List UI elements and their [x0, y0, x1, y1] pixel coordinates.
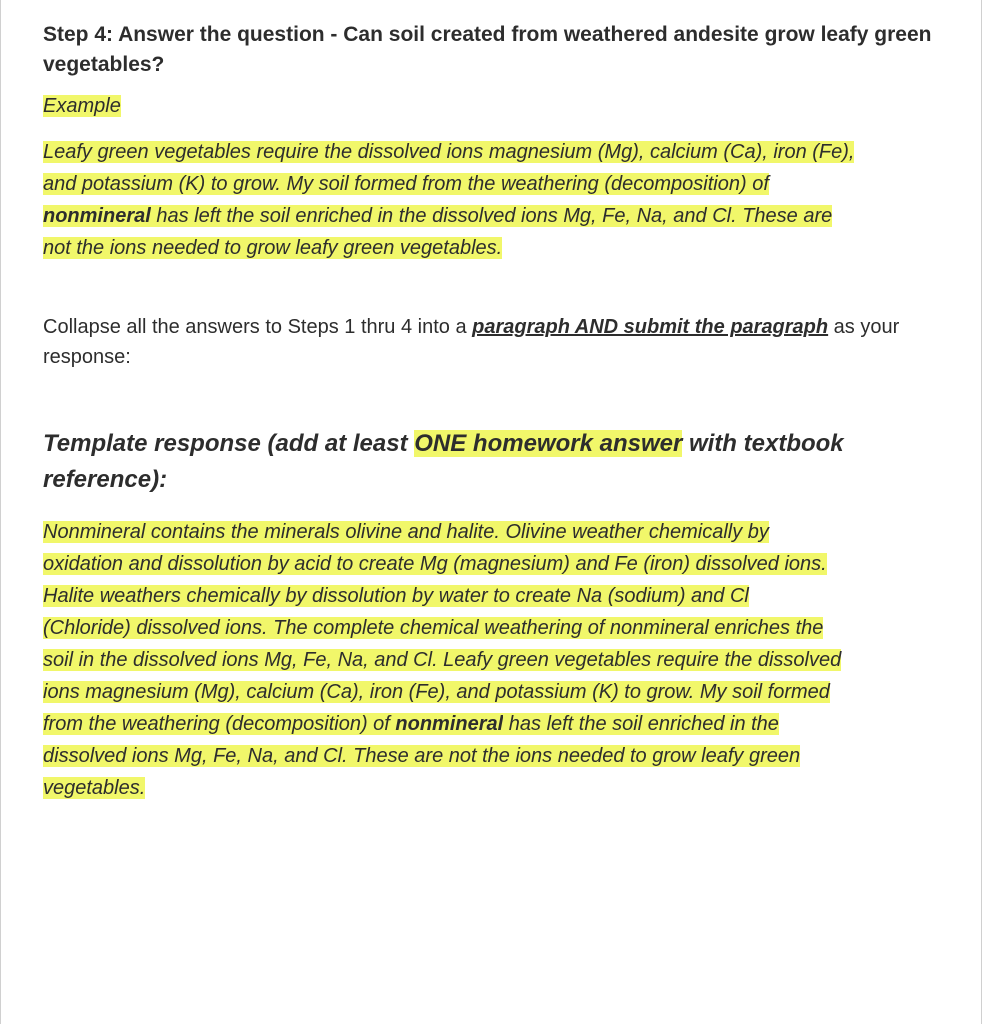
- template-line1: Nonmineral contains the minerals olivine…: [43, 521, 769, 543]
- template-line6: ions magnesium (Mg), calcium (Ca), iron …: [43, 681, 830, 703]
- template-heading: Template response (add at least ONE home…: [43, 426, 939, 498]
- template-line7a: from the weathering (decomposition) of: [43, 713, 395, 735]
- template-line9: vegetables.: [43, 777, 145, 799]
- example-line1: Leafy green vegetables require the disso…: [43, 141, 854, 163]
- example-label: Example: [43, 95, 939, 118]
- example-line3-bold: nonmineral: [43, 205, 151, 227]
- template-heading-pre: Template response (add at least: [43, 430, 414, 457]
- collapse-emph: paragraph AND submit the paragraph: [472, 316, 828, 338]
- template-line4: (Chloride) dissolved ions. The complete …: [43, 617, 823, 639]
- template-line8: dissolved ions Mg, Fe, Na, and Cl. These…: [43, 745, 800, 767]
- example-line2: and potassium (K) to grow. My soil forme…: [43, 173, 769, 195]
- example-label-text: Example: [43, 95, 121, 117]
- step4-heading-prefix: Step 4: Answer the question -: [43, 23, 343, 46]
- step4-heading: Step 4: Answer the question - Can soil c…: [43, 20, 939, 81]
- example-line3-rest: has left the soil enriched in the dissol…: [151, 205, 832, 227]
- template-line7-bold: nonmineral: [395, 713, 503, 735]
- example-paragraph: Leafy green vegetables require the disso…: [43, 136, 939, 264]
- template-heading-highlight: ONE homework answer: [414, 430, 682, 457]
- collapse-pre: Collapse all the answers to Steps 1 thru…: [43, 316, 472, 338]
- template-line2: oxidation and dissolution by acid to cre…: [43, 553, 827, 575]
- template-line7b: has left the soil enriched in the: [503, 713, 779, 735]
- collapse-instruction: Collapse all the answers to Steps 1 thru…: [43, 312, 939, 372]
- template-paragraph: Nonmineral contains the minerals olivine…: [43, 516, 939, 804]
- template-line3: Halite weathers chemically by dissolutio…: [43, 585, 749, 607]
- template-line5: soil in the dissolved ions Mg, Fe, Na, a…: [43, 649, 841, 671]
- example-line4: not the ions needed to grow leafy green …: [43, 237, 502, 259]
- document-page: Step 4: Answer the question - Can soil c…: [0, 0, 982, 1024]
